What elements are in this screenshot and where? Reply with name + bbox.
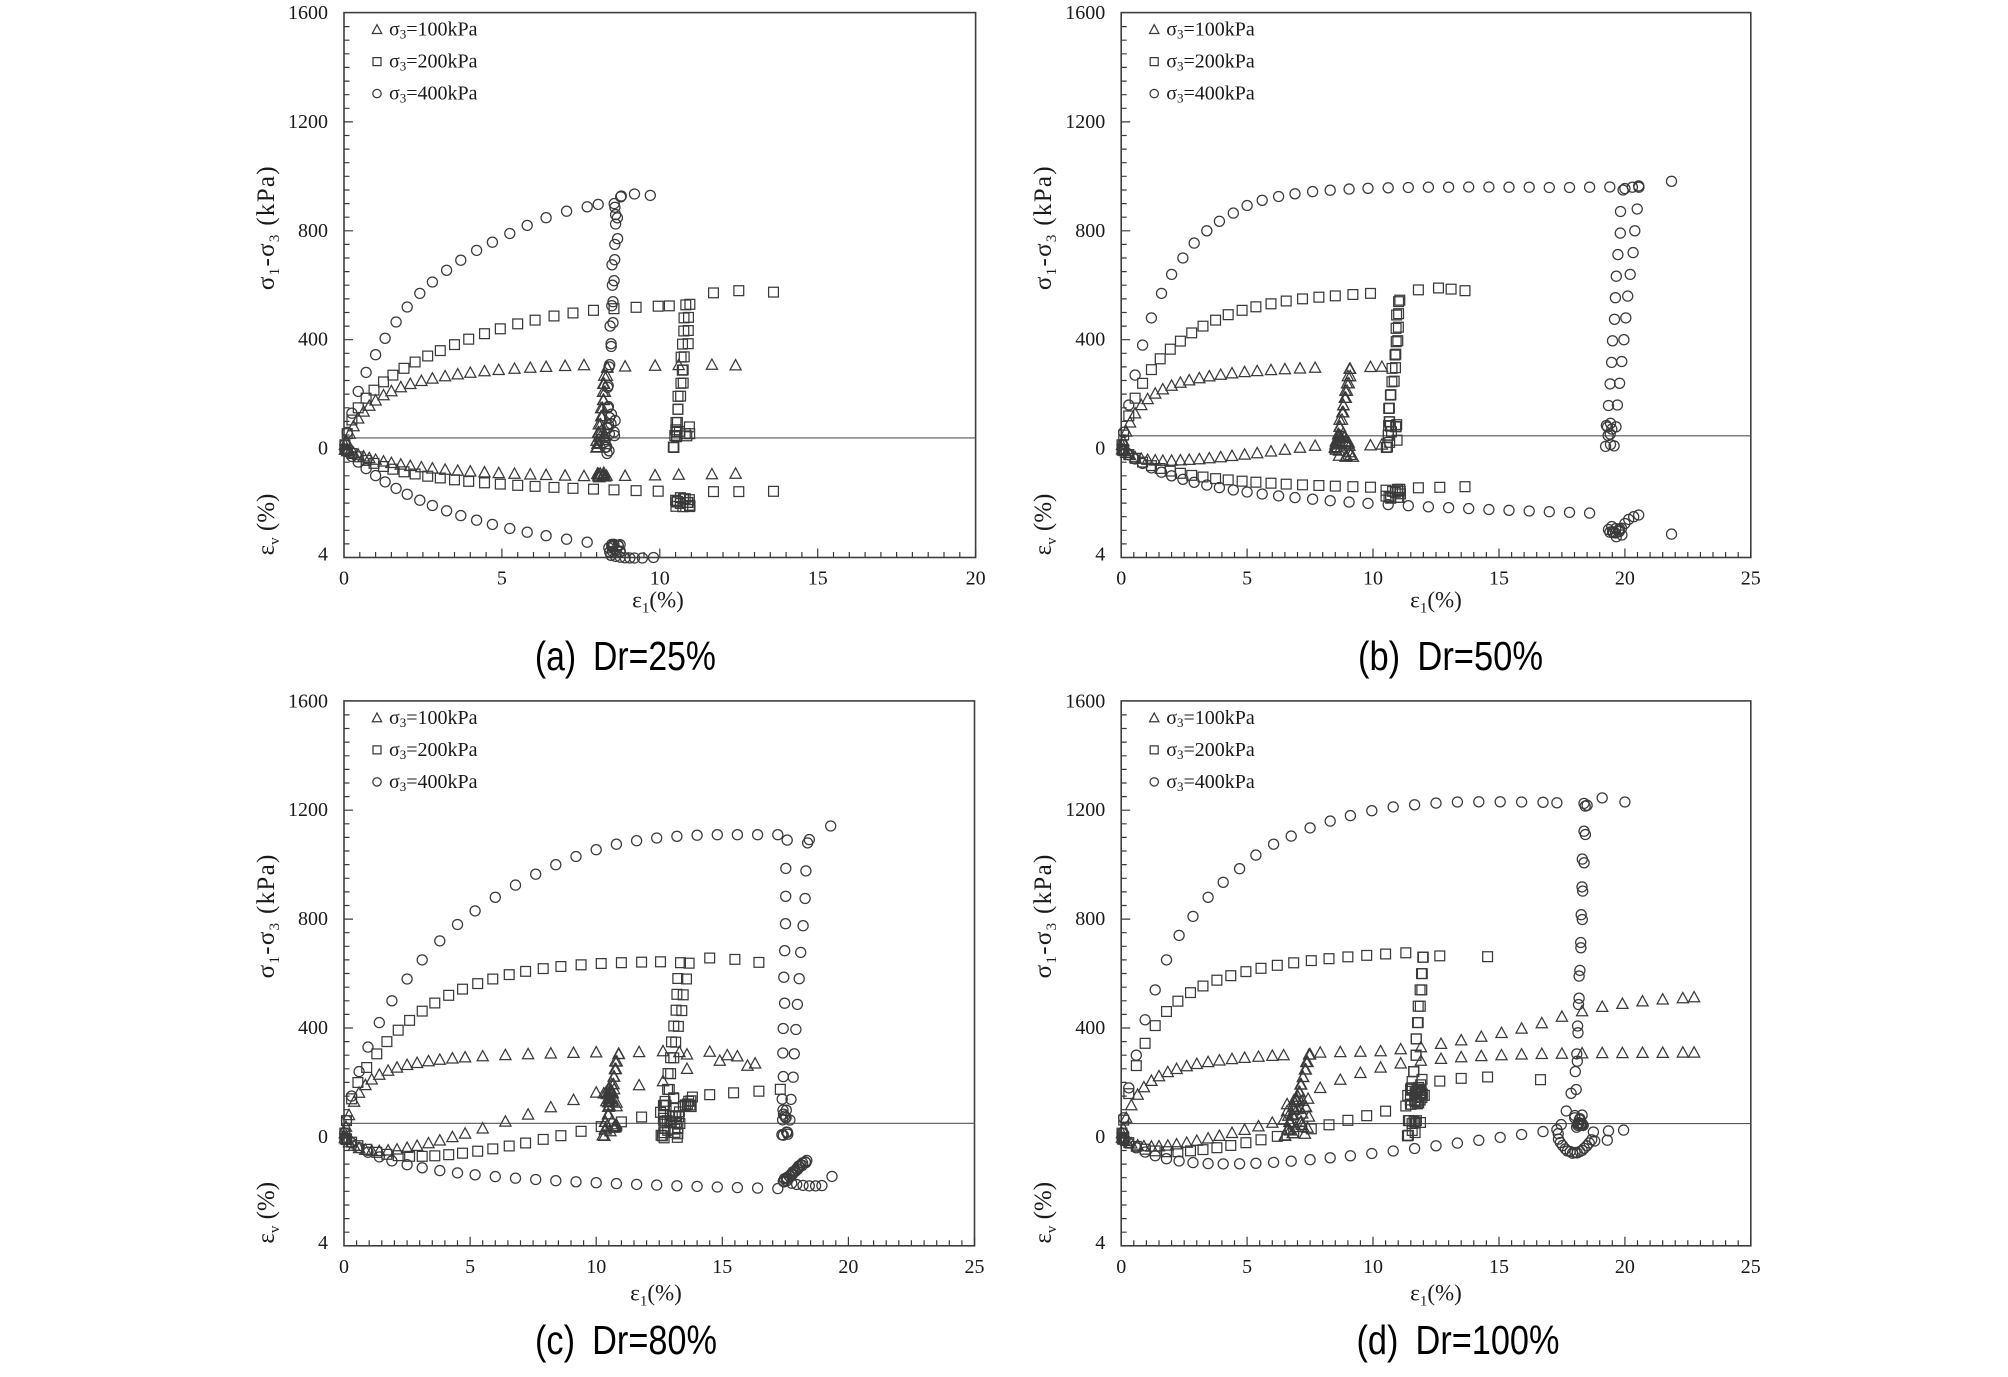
svg-text:25: 25 <box>965 1256 985 1278</box>
svg-text:ε1(%): ε1(%) <box>630 1281 682 1310</box>
svg-text:1600: 1600 <box>1065 690 1105 712</box>
svg-text:εv (%): εv (%) <box>1030 494 1060 556</box>
svg-text:ε1(%): ε1(%) <box>1410 1281 1462 1310</box>
svg-text:5: 5 <box>1242 568 1252 590</box>
svg-text:400: 400 <box>1075 1017 1105 1039</box>
svg-text:10: 10 <box>1363 1256 1383 1278</box>
svg-text:15: 15 <box>1489 1256 1509 1278</box>
svg-text:1200: 1200 <box>1065 111 1105 133</box>
svg-text:σ3=400kPa: σ3=400kPa <box>389 83 478 106</box>
svg-text:1600: 1600 <box>288 690 328 712</box>
svg-text:1600: 1600 <box>1065 2 1105 24</box>
svg-text:800: 800 <box>1075 908 1105 930</box>
svg-text:4: 4 <box>318 1232 328 1254</box>
svg-text:0: 0 <box>1116 1256 1126 1278</box>
svg-text:σ3=100kPa: σ3=100kPa <box>389 707 478 730</box>
svg-text:400: 400 <box>298 329 328 351</box>
svg-text:10: 10 <box>650 568 670 590</box>
svg-text:σ3=200kPa: σ3=200kPa <box>389 51 478 74</box>
svg-text:4: 4 <box>1095 544 1105 566</box>
svg-text:0: 0 <box>1095 438 1105 460</box>
svg-text:ε1(%): ε1(%) <box>1410 588 1462 617</box>
svg-text:15: 15 <box>808 568 828 590</box>
svg-text:(d) Dr=100%: (d) Dr=100% <box>1357 1317 1560 1363</box>
svg-text:εv (%): εv (%) <box>1030 1182 1060 1244</box>
svg-text:0: 0 <box>318 438 328 460</box>
svg-text:0: 0 <box>1095 1126 1105 1148</box>
svg-text:15: 15 <box>712 1256 732 1278</box>
svg-text:800: 800 <box>298 220 328 242</box>
svg-text:4: 4 <box>318 544 328 566</box>
svg-text:0: 0 <box>318 1126 328 1148</box>
svg-text:20: 20 <box>838 1256 858 1278</box>
svg-text:σ3=100kPa: σ3=100kPa <box>1166 707 1255 730</box>
svg-text:1200: 1200 <box>288 799 328 821</box>
svg-text:ε1(%): ε1(%) <box>632 588 684 617</box>
svg-text:σ3=400kPa: σ3=400kPa <box>389 771 478 794</box>
svg-text:25: 25 <box>1741 1256 1761 1278</box>
svg-text:εv (%): εv (%) <box>253 494 283 556</box>
svg-text:800: 800 <box>298 908 328 930</box>
svg-text:20: 20 <box>966 568 986 590</box>
svg-text:20: 20 <box>1615 1256 1635 1278</box>
svg-text:10: 10 <box>1363 568 1383 590</box>
svg-text:4: 4 <box>1095 1232 1105 1254</box>
svg-text:1600: 1600 <box>288 2 328 24</box>
svg-text:5: 5 <box>465 1256 475 1278</box>
svg-text:10: 10 <box>586 1256 606 1278</box>
svg-text:(a) Dr=25%: (a) Dr=25% <box>535 633 716 679</box>
svg-text:σ3=200kPa: σ3=200kPa <box>389 739 478 762</box>
svg-text:800: 800 <box>1075 220 1105 242</box>
svg-text:400: 400 <box>298 1017 328 1039</box>
svg-text:15: 15 <box>1489 568 1509 590</box>
svg-text:εv (%): εv (%) <box>253 1182 283 1244</box>
svg-text:0: 0 <box>1116 568 1126 590</box>
svg-text:5: 5 <box>1242 1256 1252 1278</box>
svg-text:σ3=100kPa: σ3=100kPa <box>389 19 478 41</box>
svg-text:σ3=400kPa: σ3=400kPa <box>1166 83 1255 106</box>
svg-text:1200: 1200 <box>1065 799 1105 821</box>
svg-text:(c) Dr=80%: (c) Dr=80% <box>535 1317 717 1363</box>
svg-text:20: 20 <box>1615 568 1635 590</box>
svg-text:25: 25 <box>1741 568 1761 590</box>
svg-text:400: 400 <box>1075 329 1105 351</box>
svg-text:σ3=200kPa: σ3=200kPa <box>1166 51 1255 74</box>
svg-text:σ3=100kPa: σ3=100kPa <box>1166 19 1255 41</box>
svg-text:σ3=400kPa: σ3=400kPa <box>1166 771 1255 794</box>
svg-text:5: 5 <box>497 568 507 590</box>
svg-text:1200: 1200 <box>288 111 328 133</box>
svg-text:(b) Dr=50%: (b) Dr=50% <box>1358 633 1543 679</box>
svg-text:σ3=200kPa: σ3=200kPa <box>1166 739 1255 762</box>
svg-text:0: 0 <box>339 1256 349 1278</box>
svg-text:0: 0 <box>339 568 349 590</box>
